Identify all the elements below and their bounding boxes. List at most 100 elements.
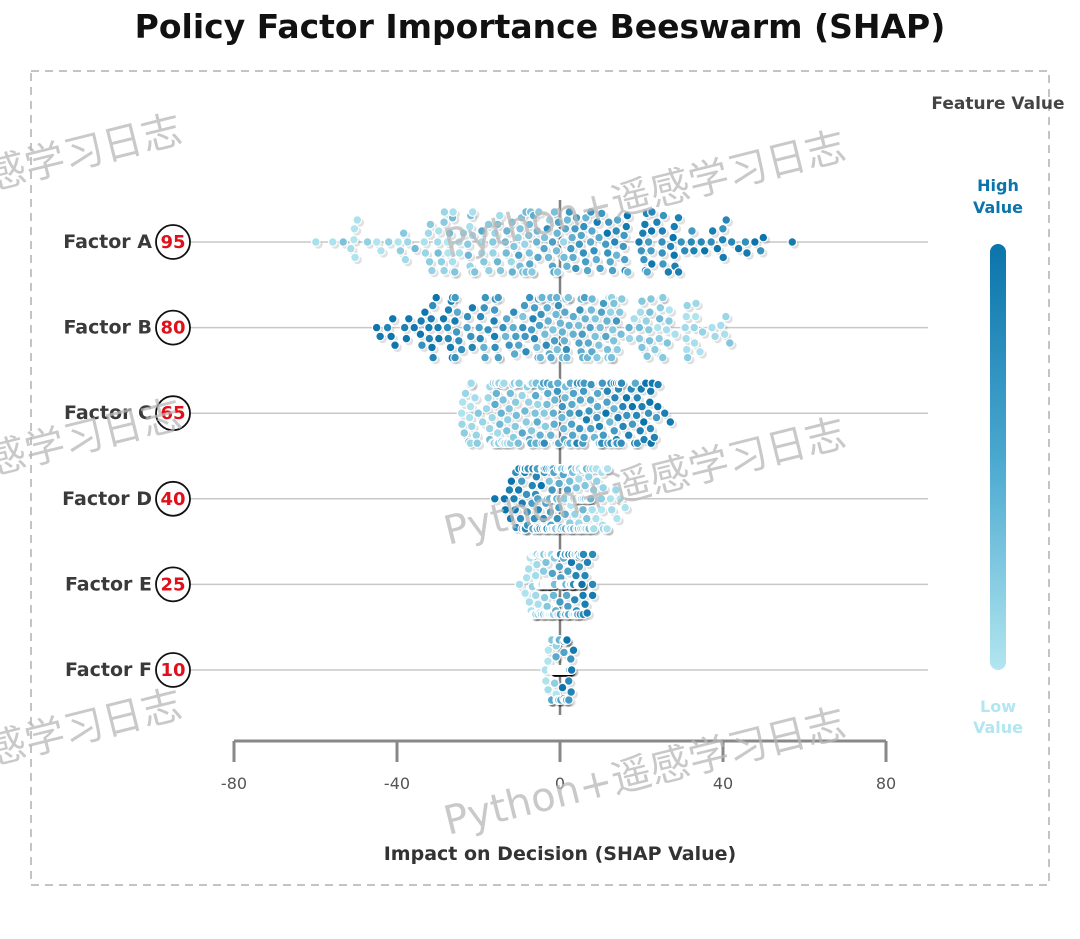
data-point (689, 245, 699, 256)
data-point (663, 267, 674, 277)
data-point (528, 313, 538, 324)
data-point (517, 498, 528, 509)
data-point (492, 428, 503, 438)
data-point (582, 265, 593, 276)
data-point (513, 438, 524, 449)
data-point (508, 307, 519, 318)
data-point (491, 388, 502, 399)
data-point (521, 572, 532, 583)
data-point (616, 329, 626, 340)
data-point (454, 248, 465, 258)
data-point (669, 221, 680, 232)
watermark-6: Python+遥感学习日志 (439, 700, 850, 844)
data-point (386, 331, 397, 342)
data-point (582, 557, 593, 568)
data-point (531, 237, 542, 247)
data-point (387, 313, 398, 324)
data-point (495, 265, 506, 276)
data-point (427, 300, 438, 311)
data-point (462, 311, 473, 322)
data-point (707, 226, 718, 236)
data-point (449, 267, 460, 277)
data-point (543, 316, 554, 326)
data-point (403, 313, 414, 324)
data-point (552, 228, 563, 239)
data-point (601, 408, 611, 419)
data-point (504, 403, 515, 414)
data-point (559, 307, 570, 318)
data-point (410, 243, 420, 254)
data-point (668, 232, 679, 243)
data-point (551, 651, 561, 662)
data-point (532, 226, 543, 236)
data-point (504, 485, 515, 495)
data-point (645, 423, 656, 434)
data-point (578, 549, 589, 560)
data-point (552, 267, 563, 277)
data-point (686, 237, 697, 247)
data-point (669, 250, 680, 261)
data-point (607, 265, 618, 276)
data-point (558, 423, 569, 434)
data-point (542, 601, 553, 612)
data-point (310, 237, 321, 247)
importance-score: 25 (160, 574, 185, 595)
data-point (758, 232, 769, 243)
data-point (561, 344, 572, 355)
data-point (594, 232, 604, 243)
data-point (639, 254, 649, 265)
data-point (592, 401, 603, 412)
data-point (609, 403, 619, 414)
data-point (496, 408, 507, 419)
data-point (443, 248, 453, 258)
factor-label: Factor B (63, 317, 152, 339)
data-point (588, 523, 599, 534)
data-point (607, 324, 618, 335)
data-point (424, 333, 435, 344)
importance-badge (155, 224, 191, 260)
data-point (619, 254, 630, 265)
data-point (362, 237, 373, 247)
data-point (618, 241, 629, 252)
data-point (499, 493, 510, 504)
x-tick-label: -40 (384, 774, 410, 793)
data-point (480, 292, 491, 303)
data-point (602, 463, 613, 474)
data-point (574, 408, 584, 419)
data-point (589, 245, 599, 256)
data-point (560, 223, 571, 234)
data-point (574, 338, 584, 348)
data-point (571, 570, 581, 581)
data-point (521, 417, 532, 427)
data-point (428, 352, 439, 363)
data-point (476, 248, 487, 258)
data-point (707, 322, 717, 333)
data-point (426, 313, 437, 324)
data-point (645, 386, 656, 397)
data-point (578, 221, 589, 232)
data-point (598, 482, 609, 493)
data-point (573, 320, 584, 331)
data-point (489, 305, 500, 315)
data-point (742, 248, 752, 258)
data-point (349, 234, 359, 245)
data-point (453, 335, 464, 346)
data-point (371, 237, 382, 247)
data-point (649, 432, 660, 443)
data-point (442, 237, 453, 247)
data-point (445, 342, 456, 353)
data-point (721, 215, 732, 225)
data-point (629, 313, 640, 324)
data-point (642, 267, 653, 277)
data-point (542, 388, 553, 399)
data-point (493, 292, 504, 303)
data-point (552, 344, 563, 355)
data-point (450, 352, 460, 363)
data-point (681, 344, 692, 355)
data-point (504, 340, 515, 351)
data-point (644, 397, 655, 408)
data-point (639, 219, 650, 230)
watermark-5: 感学习日志 (0, 682, 186, 775)
legend-colorbar (990, 244, 1006, 670)
